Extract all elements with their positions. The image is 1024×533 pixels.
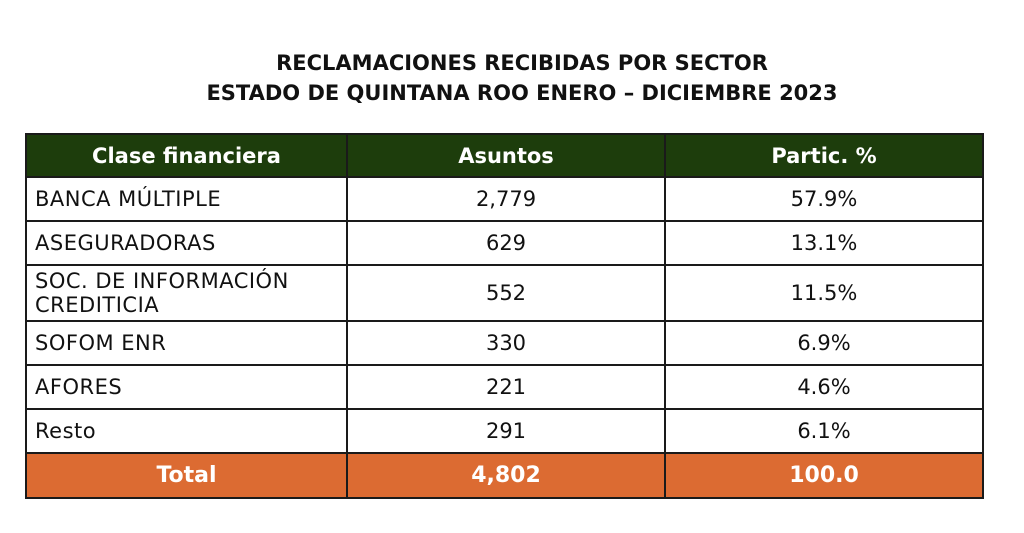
table-row: AFORES 221 4.6% [25,364,984,410]
title-line-1: RECLAMACIONES RECIBIDAS POR SECTOR [276,51,768,75]
cell-clase: BANCA MÚLTIPLE [25,176,348,222]
cell-partic: 13.1% [664,220,984,266]
cell-asuntos: 330 [346,320,666,366]
cell-partic: 57.9% [664,176,984,222]
table-row: SOC. DE INFORMACIÓN CREDITICIA 552 11.5% [25,264,984,322]
cell-asuntos: 629 [346,220,666,266]
total-asuntos: 4,802 [346,452,666,499]
cell-partic: 11.5% [664,264,984,322]
cell-asuntos: 291 [346,408,666,454]
cell-clase: ASEGURADORAS [25,220,348,266]
total-partic: 100.0 [664,452,984,499]
cell-clase: SOFOM ENR [25,320,348,366]
cell-partic: 4.6% [664,364,984,410]
header-asuntos: Asuntos [346,133,666,178]
cell-clase: AFORES [25,364,348,410]
claims-table: Clase financiera Asuntos Partic. % BANCA… [25,133,984,499]
cell-clase: SOC. DE INFORMACIÓN CREDITICIA [25,264,348,322]
table-row: BANCA MÚLTIPLE 2,779 57.9% [25,176,984,222]
cell-partic: 6.1% [664,408,984,454]
table-row: Resto 291 6.1% [25,408,984,454]
cell-asuntos: 552 [346,264,666,322]
header-clase-financiera: Clase financiera [25,133,348,178]
table-header-row: Clase financiera Asuntos Partic. % [25,133,984,178]
cell-clase: Resto [25,408,348,454]
cell-partic: 6.9% [664,320,984,366]
cell-asuntos: 221 [346,364,666,410]
table-row: ASEGURADORAS 629 13.1% [25,220,984,266]
cell-asuntos: 2,779 [346,176,666,222]
table-total-row: Total 4,802 100.0 [25,452,984,499]
header-partic: Partic. % [664,133,984,178]
table-row: SOFOM ENR 330 6.9% [25,320,984,366]
title-line-2: ESTADO DE QUINTANA ROO ENERO – DICIEMBRE… [206,81,838,105]
total-label: Total [25,452,348,499]
